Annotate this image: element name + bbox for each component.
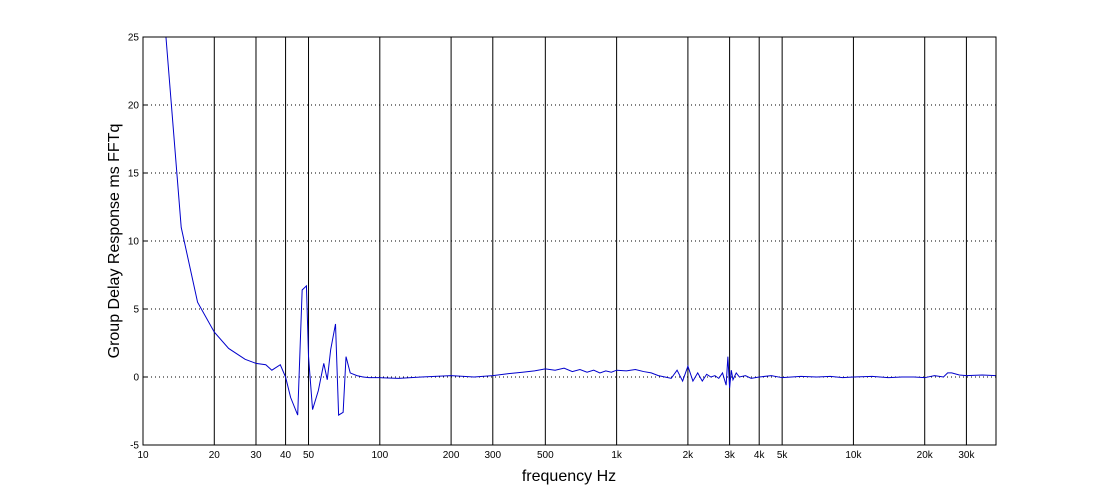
series-layer: [165, 36, 997, 416]
x-tick-label: 100: [371, 450, 388, 461]
x-tick-label: 2k: [683, 450, 695, 461]
x-tick-label: 30k: [958, 450, 975, 461]
x-axis-title: frequency Hz: [522, 468, 616, 485]
axis-ticks: -5 0 5 10 15 20 25 10 20 30 40 50 100 200 300 500 1k 2k 3k…: [128, 33, 976, 462]
x-tick-label: 40: [280, 450, 292, 461]
y-tick-label: 20: [128, 101, 140, 112]
x-tick-label: 20: [209, 450, 221, 461]
y-tick-label: 5: [133, 305, 139, 316]
x-tick-label: 10k: [845, 450, 862, 461]
x-tick-label: 10: [137, 450, 149, 461]
x-tick-label: 20k: [917, 450, 934, 461]
grid-lines: [143, 37, 996, 445]
x-tick-label: 5k: [777, 450, 789, 461]
y-axis-title: Group Delay Response ms FFTq: [106, 124, 123, 359]
x-tick-label: 300: [484, 450, 501, 461]
y-tick-label: 15: [128, 169, 140, 180]
y-tick-label: 25: [128, 33, 140, 44]
x-tick-label: 30: [250, 450, 262, 461]
series-line: [165, 36, 997, 416]
y-tick-label: -5: [130, 441, 139, 452]
x-tick-label: 3k: [724, 450, 736, 461]
plot-area: [143, 37, 996, 445]
x-tick-label: 4k: [754, 450, 766, 461]
x-tick-label: 500: [537, 450, 554, 461]
y-tick-label: 10: [128, 237, 140, 248]
y-tick-label: 0: [133, 373, 139, 384]
x-tick-label: 50: [303, 450, 315, 461]
x-tick-label: 200: [443, 450, 460, 461]
x-tick-label: 1k: [611, 450, 623, 461]
